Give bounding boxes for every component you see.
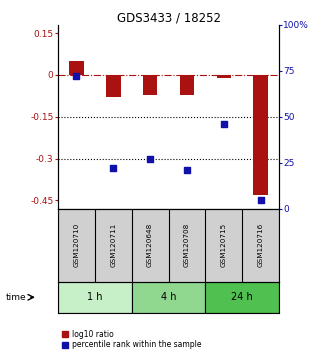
Bar [205, 281, 279, 313]
Text: 24 h: 24 h [231, 292, 253, 302]
Bar [58, 281, 132, 313]
Text: 4 h: 4 h [161, 292, 176, 302]
Legend: log10 ratio, percentile rank within the sample: log10 ratio, percentile rank within the … [62, 329, 202, 350]
Text: GSM120648: GSM120648 [147, 223, 153, 267]
Point [110, 166, 116, 171]
Point [258, 197, 263, 202]
Text: GSM120711: GSM120711 [110, 223, 116, 267]
Bar [69, 61, 83, 75]
Point [184, 167, 189, 173]
Point [221, 121, 226, 127]
Bar [179, 75, 194, 95]
Title: GDS3433 / 18252: GDS3433 / 18252 [117, 12, 221, 25]
Text: time: time [6, 293, 27, 302]
Bar [132, 281, 205, 313]
Bar [253, 75, 268, 195]
Bar [143, 75, 157, 95]
Bar [216, 75, 231, 78]
Text: GSM120710: GSM120710 [73, 223, 79, 267]
Text: GSM120716: GSM120716 [258, 223, 264, 267]
Point [147, 156, 153, 162]
Text: GSM120715: GSM120715 [221, 223, 227, 267]
Bar [106, 75, 120, 97]
Text: GSM120708: GSM120708 [184, 223, 190, 267]
Point [74, 74, 79, 79]
Text: 1 h: 1 h [87, 292, 102, 302]
